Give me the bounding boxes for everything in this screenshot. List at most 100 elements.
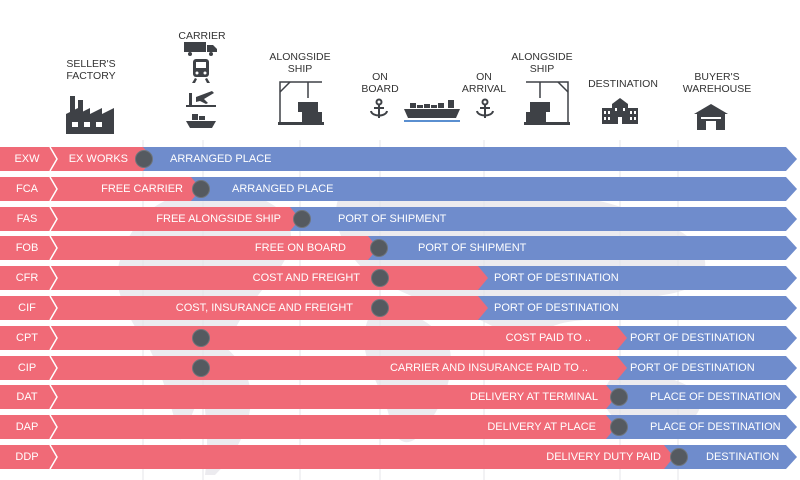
building-icon <box>602 98 638 124</box>
row-arrow-fca <box>0 177 797 201</box>
seller-responsibility-label: DELIVERY DUTY PAID <box>546 451 661 463</box>
seller-responsibility-label: FREE CARRIER <box>101 183 183 195</box>
seller-responsibility-label: FREE ON BOARD <box>254 242 346 254</box>
buyer-arrow <box>600 385 797 409</box>
risk-transfer-dot <box>192 359 210 377</box>
seller-responsibility-label: COST PAID TO .. <box>505 332 591 344</box>
code-separator <box>49 445 58 469</box>
code-separator <box>49 326 58 350</box>
risk-transfer-dot <box>371 299 389 317</box>
factory-icon <box>66 96 114 134</box>
buyer-arrow <box>472 296 797 320</box>
code-separator <box>49 356 58 380</box>
code-separator <box>49 207 58 231</box>
row-arrow-dap <box>0 415 797 439</box>
row-arrow-cip <box>0 356 797 380</box>
buyer-arrow <box>362 236 797 260</box>
sellers-factory-label: SELLER'S FACTORY <box>66 58 116 82</box>
buyer-arrow <box>284 207 797 231</box>
carrier-label: CARRIER <box>178 30 226 42</box>
risk-transfer-dot <box>610 388 628 406</box>
seller-responsibility-label: DELIVERY AT PLACE <box>487 421 596 433</box>
incoterm-row-fob: FOB FREE ON BOARD PORT OF SHIPMENT <box>0 236 800 260</box>
code-separator <box>49 385 58 409</box>
incoterm-code: CIP <box>17 362 37 374</box>
incoterm-code: CFR <box>15 272 39 284</box>
buyer-place-label: PLACE OF DESTINATION <box>650 421 781 433</box>
seller-arrow <box>0 415 616 439</box>
seller-responsibility-label: COST AND FREIGHT <box>252 272 360 284</box>
warehouse-icon <box>694 104 728 130</box>
incoterm-row-fca: FCA FREE CARRIER ARRANGED PLACE <box>0 177 800 201</box>
incoterm-row-ddp: DDP DELIVERY DUTY PAID DESTINATION <box>0 445 800 469</box>
incoterm-row-cfr: CFR COST AND FREIGHT PORT OF DESTINATION <box>0 266 800 290</box>
truck-icon <box>184 42 217 56</box>
on-arrival-label: ON ARRIVAL <box>461 71 507 95</box>
code-separator <box>49 266 58 290</box>
buyer-place-label: PLACE OF DESTINATION <box>650 391 781 403</box>
buyer-arrow <box>611 356 797 380</box>
seller-arrow <box>0 296 488 320</box>
on-board-label: ON BOARD <box>361 71 399 95</box>
seller-arrow <box>0 356 627 380</box>
buyer-arrow <box>658 445 797 469</box>
row-arrow-fas <box>0 207 797 231</box>
cargo-ship-icon <box>404 100 460 122</box>
incoterm-code: FAS <box>16 213 38 225</box>
incoterm-row-dap: DAP DELIVERY AT PLACE PLACE OF DESTINATION <box>0 415 800 439</box>
row-arrow-cpt <box>0 326 797 350</box>
airplane-icon <box>186 91 216 107</box>
anchor-icon <box>476 98 494 118</box>
buyers-warehouse-label: BUYER'S WAREHOUSE <box>682 71 752 95</box>
incoterm-code: CPT <box>16 332 38 344</box>
buyer-arrow <box>472 266 797 290</box>
incoterm-row-cif: CIF COST, INSURANCE AND FREIGHT PORT OF DE… <box>0 296 800 320</box>
seller-responsibility-label: EX WORKS <box>68 153 128 165</box>
seller-responsibility-label: FREE ALONGSIDE SHIP <box>156 213 281 225</box>
risk-transfer-dot <box>135 150 153 168</box>
seller-responsibility-label: CARRIER AND INSURANCE PAID TO .. <box>389 362 588 374</box>
incoterm-row-exw: EXW EX WORKS ARRANGED PLACE <box>0 147 800 171</box>
row-arrow-dat <box>0 385 797 409</box>
crane-container-icon <box>278 81 324 125</box>
row-arrow-ddp <box>0 445 797 469</box>
code-separator <box>49 236 58 260</box>
buyer-place-label: PORT OF SHIPMENT <box>338 213 447 225</box>
incoterm-code: FCA <box>16 183 38 195</box>
train-icon <box>192 59 210 83</box>
small-ship-icon <box>186 114 216 128</box>
risk-transfer-dot <box>371 269 389 287</box>
buyer-arrow <box>611 326 797 350</box>
incoterm-row-cip: CIP CARRIER AND INSURANCE PAID TO .. PORT … <box>0 356 800 380</box>
incoterm-row-cpt: CPT COST PAID TO .. PORT OF DESTINATION <box>0 326 800 350</box>
seller-arrow <box>0 236 378 260</box>
buyer-place-label: ARRANGED PLACE <box>232 183 334 195</box>
code-separator <box>49 177 58 201</box>
row-arrow-exw <box>0 147 797 171</box>
buyer-place-label: DESTINATION <box>706 451 780 463</box>
incoterm-code: CIF <box>18 302 36 314</box>
alongside-ship-label: ALONGSIDE SHIP <box>269 51 331 75</box>
risk-transfer-dot <box>610 418 628 436</box>
incoterm-code: EXW <box>14 153 40 165</box>
risk-transfer-dot <box>670 448 688 466</box>
incoterm-code: DAT <box>16 391 38 403</box>
seller-arrow <box>0 207 300 231</box>
buyer-arrow <box>185 177 797 201</box>
buyer-arrow <box>137 147 797 171</box>
buyer-place-label: PORT OF DESTINATION <box>494 302 619 314</box>
seller-arrow <box>0 177 201 201</box>
incoterm-row-dat: DAT DELIVERY AT TERMINAL PLACE OF DESTINAT… <box>0 385 800 409</box>
destination-label: DESTINATION <box>588 78 658 90</box>
code-separator <box>49 147 58 171</box>
risk-transfer-dot <box>192 329 210 347</box>
buyer-place-label: ARRANGED PLACE <box>170 153 272 165</box>
crane-container-icon <box>524 81 570 125</box>
anchor-icon <box>370 98 388 118</box>
risk-transfer-dot <box>192 180 210 198</box>
buyer-place-label: PORT OF DESTINATION <box>630 362 755 374</box>
buyer-place-label: PORT OF DESTINATION <box>494 272 619 284</box>
code-separator <box>49 296 58 320</box>
seller-responsibility-label: DELIVERY AT TERMINAL <box>470 391 598 403</box>
